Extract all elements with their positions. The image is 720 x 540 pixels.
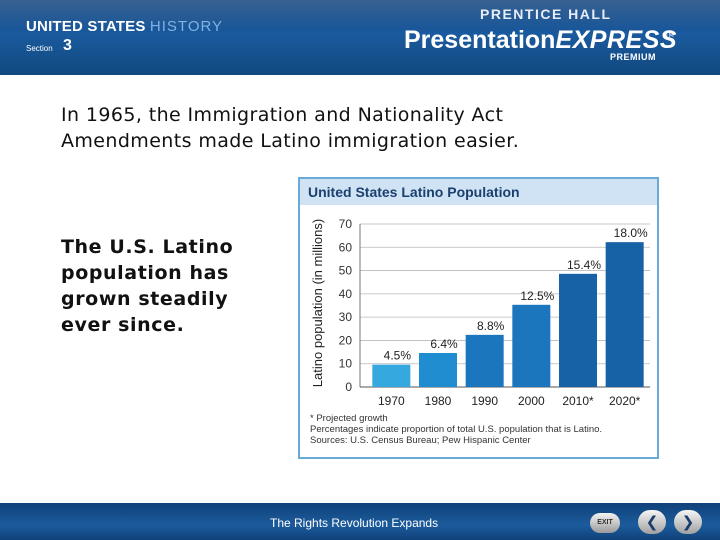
bar-percent-label: 6.4% <box>430 337 458 351</box>
callout-text: The U.S. Latino population has grown ste… <box>61 236 234 336</box>
x-tick-label: 2010* <box>562 394 594 408</box>
trademark-mark: TM <box>665 32 674 39</box>
chart-note-projected: * Projected growth <box>310 413 388 424</box>
chart-plot: Latino population (in millions) 0 10 20 30 4… <box>310 217 650 408</box>
x-tick-label: 2020* <box>609 394 641 408</box>
y-tick-label: 30 <box>339 310 353 324</box>
publisher-name: PRENTICE HALL <box>480 6 612 22</box>
footer-title: The Rights Revolution Expands <box>270 516 439 530</box>
y-tick-label: 70 <box>339 217 353 231</box>
bar-percent-label: 15.4% <box>567 258 601 272</box>
product-logo-part2: EXPRESS <box>555 26 678 54</box>
x-tick-label: 2000 <box>518 394 545 408</box>
bar-1980 <box>419 353 457 387</box>
bar-2010 <box>559 273 597 387</box>
exit-button[interactable]: EXIT <box>590 513 620 533</box>
brand-logo: UNITED STATES HISTORY <box>26 18 223 35</box>
chart-title-bar: United States Latino Population <box>300 179 657 205</box>
section-number: 3 <box>63 37 72 54</box>
brand-logo-part1: UNITED STATES <box>26 18 150 35</box>
header-sheen <box>0 0 720 30</box>
y-tick-label: 10 <box>339 357 353 371</box>
chevron-right-icon: ❯ <box>681 513 695 531</box>
section-label: Section <box>26 44 53 53</box>
product-edition: PREMIUM <box>610 52 656 62</box>
x-tick-label: 1990 <box>471 394 498 408</box>
chevron-left-icon: ❮ <box>645 513 659 531</box>
y-tick-label: 60 <box>339 240 353 254</box>
x-tick-label: 1980 <box>425 394 452 408</box>
chart-title: United States Latino Population <box>308 184 520 200</box>
y-axis-label: Latino population (in millions) <box>310 219 325 387</box>
intro-text: In 1965, the Immigration and Nationality… <box>61 104 520 152</box>
bar-percent-label: 12.5% <box>520 289 554 303</box>
chart-note-sources: Sources: U.S. Census Bureau; Pew Hispani… <box>310 435 531 446</box>
chart-notes: * Projected growth Percentages indicate … <box>310 413 650 446</box>
brand-logo-part2: HISTORY <box>149 18 224 35</box>
bar-2020 <box>605 242 644 387</box>
footer-bar: The Rights Revolution Expands EXIT ❮ ❯ <box>0 503 720 540</box>
next-slide-button[interactable]: ❯ <box>674 510 702 534</box>
product-logo-part1: Presentation <box>404 26 556 54</box>
bar-percent-label: 8.8% <box>477 319 505 333</box>
y-tick-label: 50 <box>339 264 353 278</box>
y-tick-label: 20 <box>339 333 353 347</box>
x-tick-label: 1970 <box>378 394 405 408</box>
product-logo: PresentationEXPRESS <box>404 26 677 55</box>
bar-percent-label: 18.0% <box>614 226 648 240</box>
previous-slide-button[interactable]: ❮ <box>638 510 666 534</box>
y-tick-label: 0 <box>345 380 352 394</box>
chart-note-percentages: Percentages indicate proportion of total… <box>310 424 603 435</box>
bar-1970 <box>372 364 411 387</box>
bar-percent-label: 4.5% <box>384 349 412 363</box>
header-banner: UNITED STATES HISTORY Section 3 PRENTICE… <box>0 0 720 75</box>
bar-1990 <box>465 334 504 387</box>
y-tick-label: 40 <box>339 287 353 301</box>
latino-population-chart: United States Latino Population Latino p… <box>298 177 659 459</box>
bar-2000 <box>512 304 551 387</box>
